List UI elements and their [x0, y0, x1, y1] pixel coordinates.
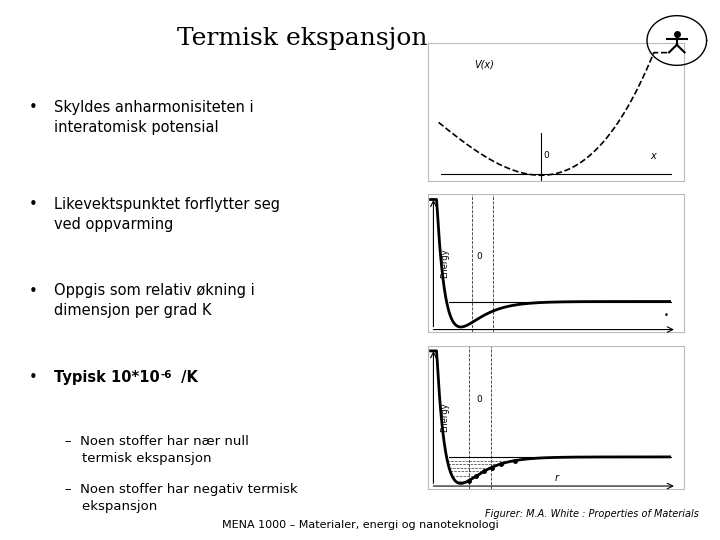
Text: /K: /K: [176, 370, 198, 385]
Text: Skyldes anharmonisiteten i
interatomisk potensial: Skyldes anharmonisiteten i interatomisk …: [54, 100, 253, 134]
Text: 0: 0: [477, 395, 482, 404]
Text: x: x: [650, 151, 656, 160]
Text: Typisk 10*10: Typisk 10*10: [54, 370, 160, 385]
Text: •: •: [29, 197, 37, 212]
Text: Termisk ekspansjon: Termisk ekspansjon: [177, 27, 428, 50]
Text: Oppgis som relativ økning i
dimensjon per grad K: Oppgis som relativ økning i dimensjon pe…: [54, 284, 255, 318]
Text: Likevektspunktet forflytter seg
ved oppvarming: Likevektspunktet forflytter seg ved oppv…: [54, 197, 280, 232]
Text: -6: -6: [161, 370, 172, 380]
Text: V(x): V(x): [474, 60, 495, 70]
Text: –  Noen stoffer har nær null
    termisk ekspansjon: – Noen stoffer har nær null termisk eksp…: [65, 435, 248, 465]
Text: •: •: [29, 284, 37, 299]
Text: Energy: Energy: [441, 248, 449, 278]
Text: 0: 0: [477, 252, 482, 261]
Text: –  Noen stoffer har negativ termisk
    ekspansjon: – Noen stoffer har negativ termisk ekspa…: [65, 483, 297, 514]
Text: Energy: Energy: [441, 402, 449, 432]
Text: 0: 0: [543, 151, 549, 160]
Text: Figurer: M.A. White : Properties of Materials: Figurer: M.A. White : Properties of Mate…: [485, 509, 698, 519]
Text: •: •: [664, 311, 669, 320]
Text: MENA 1000 – Materialer, energi og nanoteknologi: MENA 1000 – Materialer, energi og nanote…: [222, 520, 498, 530]
Text: r: r: [554, 473, 558, 483]
Text: •: •: [29, 370, 37, 385]
Text: •: •: [29, 100, 37, 115]
